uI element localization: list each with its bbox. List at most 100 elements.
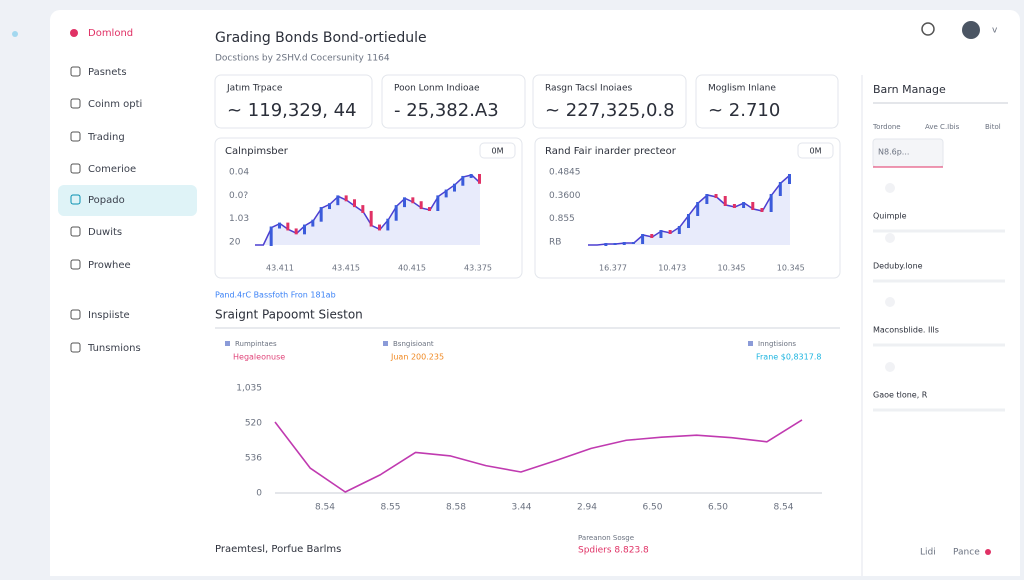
candle [278,222,281,229]
candle [650,234,654,238]
y-tick-label: 0.4845 [549,168,581,178]
candle [378,224,381,231]
nav-icon [70,309,81,320]
nav-item[interactable]: Tunsmions [87,343,141,354]
nav-item[interactable]: Duwits [88,227,122,238]
nav-icon [70,226,81,237]
stat-card [532,74,687,129]
brand: Domlond [88,28,133,39]
chart-panel [534,137,841,279]
footer-link[interactable]: Pance [953,548,980,558]
x-tick-label: 10.345 [777,264,805,273]
legend-swatch [748,341,753,346]
candle [419,201,423,210]
toggle[interactable] [885,183,895,193]
y-tick-label: 0.3600 [549,191,581,201]
candle [677,226,681,234]
nav-icon [70,342,81,353]
candle [453,183,456,192]
candle [478,174,481,184]
range-button-label[interactable]: 0M [810,147,822,156]
candle [353,199,356,208]
candle [705,194,709,204]
y-tick-label: 536 [245,454,262,464]
footer-label: Pareanon Sosge [578,534,634,542]
toggle[interactable] [885,233,895,243]
toggle[interactable] [885,362,895,372]
stat-label: Jatım Trpace [226,84,283,94]
user-menu[interactable]: v [992,26,998,36]
candle [732,204,736,208]
footer-link[interactable]: Lidi [920,548,936,558]
candle [714,194,718,198]
nav-icon [70,98,81,109]
x-tick-label: 40.415 [398,264,426,273]
select-value[interactable]: N8.6p... [878,148,909,157]
chart-link[interactable]: Pand.4rC Bassfoth Fron 181ab [215,291,336,300]
legend-name: Inngtisions [758,340,796,348]
avatar[interactable] [962,21,980,39]
legend-value: Frane $0,8317.8 [756,353,821,362]
x-tick-label: 8.54 [773,503,793,513]
nav-item[interactable]: Trading [87,132,125,143]
y-tick-label: 20 [229,238,241,248]
nav-icon [70,163,81,174]
candle [788,174,791,184]
candle [769,194,773,212]
nav-item[interactable]: Comerioe [88,164,136,175]
candle [411,197,415,204]
candle [742,202,746,208]
candle [659,230,663,238]
x-tick-label: 2.94 [577,503,597,513]
nav-item[interactable]: Inspiiste [88,310,130,321]
toggle[interactable] [885,297,895,307]
price-area [255,175,480,245]
nav-item[interactable]: Pasnets [88,67,127,78]
x-tick-label: 3.44 [511,503,531,513]
active-item-bg [58,185,197,216]
nav-item[interactable]: Prowhee [88,260,131,271]
range-button[interactable] [479,142,516,159]
candle [428,207,431,211]
stat-label: Moglism Inlane [708,84,776,94]
x-tick-label: 43.411 [266,264,294,273]
chart-title: Calnpimsber [225,146,289,157]
y-tick-label: 0.0? [229,191,248,201]
candle [461,175,465,186]
x-tick-label: 10.345 [718,264,746,273]
column-header: Bitol [985,123,1001,131]
y-tick-label: 520 [245,419,262,429]
candle [403,197,406,208]
x-tick-label: 6.50 [642,503,662,513]
price-line [255,174,481,246]
column-header: Tordone [872,123,901,131]
legend-value: Hegaleonuse [233,353,285,362]
series-line [274,419,803,493]
panel-section: Gaoe tlone, R [873,391,928,400]
range-button-label[interactable]: 0M [492,147,504,156]
x-tick-label: 6.50 [708,503,728,513]
nav-item[interactable]: Coinm opti [88,99,142,110]
search-icon[interactable] [921,22,935,36]
x-tick-label: 16.377 [599,264,627,273]
panel-section: Quimple [873,212,907,221]
legend-value: Juan 200.235 [390,353,444,362]
x-tick-label: 43.415 [332,264,360,273]
candle [613,243,617,245]
legend-swatch [225,341,230,346]
candle [444,189,448,198]
page-title: Grading Bonds Bond-ortiedule [215,30,427,46]
candle [394,205,398,221]
nav-icon [70,194,81,205]
candle [369,210,373,227]
nav-item[interactable]: Popado [88,195,125,206]
range-button[interactable] [797,142,834,159]
stat-label: Rasgn Tacsl Inoiaes [545,84,632,94]
candle [760,208,764,212]
candle [361,205,365,213]
candle [319,207,323,222]
y-tick-label: 0.855 [549,214,575,224]
legend-name: Rumpintaes [235,340,277,348]
nav-icon [70,131,81,142]
